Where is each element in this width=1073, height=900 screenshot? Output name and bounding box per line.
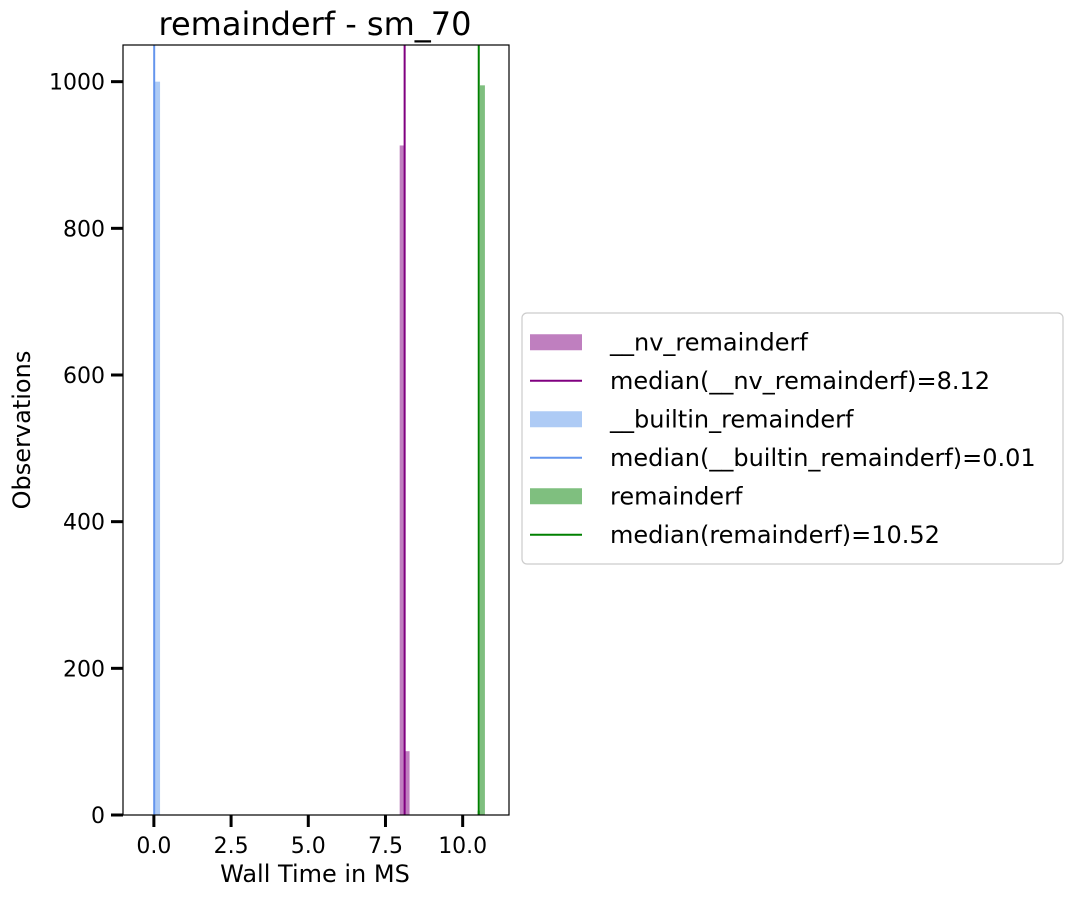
x-tick-label: 2.5	[214, 834, 249, 859]
x-tick-label: 5.0	[291, 834, 326, 859]
legend-swatch	[530, 334, 582, 351]
y-tick-label: 400	[63, 511, 105, 536]
legend-box	[521, 312, 1064, 565]
x-tick-label: 10.0	[438, 834, 487, 859]
histogram-bar	[479, 85, 485, 815]
plot-area	[153, 45, 485, 816]
legend-swatch	[530, 411, 582, 428]
legend-label: __builtin_remainderf	[609, 405, 854, 433]
chart-title: remainderf - sm_70	[159, 5, 472, 43]
x-tick-label: 7.5	[368, 834, 403, 859]
legend-label: median(__builtin_remainderf)=0.01	[610, 444, 1036, 472]
y-tick-label: 200	[63, 657, 105, 682]
legend-label: __nv_remainderf	[609, 328, 808, 356]
y-tick-label: 600	[63, 364, 105, 389]
legend-swatch	[530, 488, 582, 505]
plot-frame	[122, 44, 510, 816]
y-tick-label: 0	[91, 804, 105, 829]
legend-label: median(__nv_remainderf)=8.12	[610, 367, 990, 395]
legend: __nv_remainderf median(__nv_remainderf)=8…	[521, 312, 1064, 565]
y-axis-label: Observations	[8, 351, 36, 510]
histogram-bar	[153, 81, 161, 816]
x-tick-label: 0.0	[136, 834, 171, 859]
x-axis-label: Wall Time in MS	[220, 860, 410, 888]
legend-label: remainderf	[610, 482, 743, 510]
histogram-bar	[404, 751, 410, 815]
y-tick-label: 800	[63, 217, 105, 242]
legend-label: median(remainderf)=10.52	[610, 521, 940, 549]
y-tick-label: 1000	[49, 71, 105, 96]
histogram-bar	[399, 145, 405, 816]
axes: 0.0 2.5 5.0 7.5 10.0 0 200 400 600 800 1000	[49, 44, 510, 859]
